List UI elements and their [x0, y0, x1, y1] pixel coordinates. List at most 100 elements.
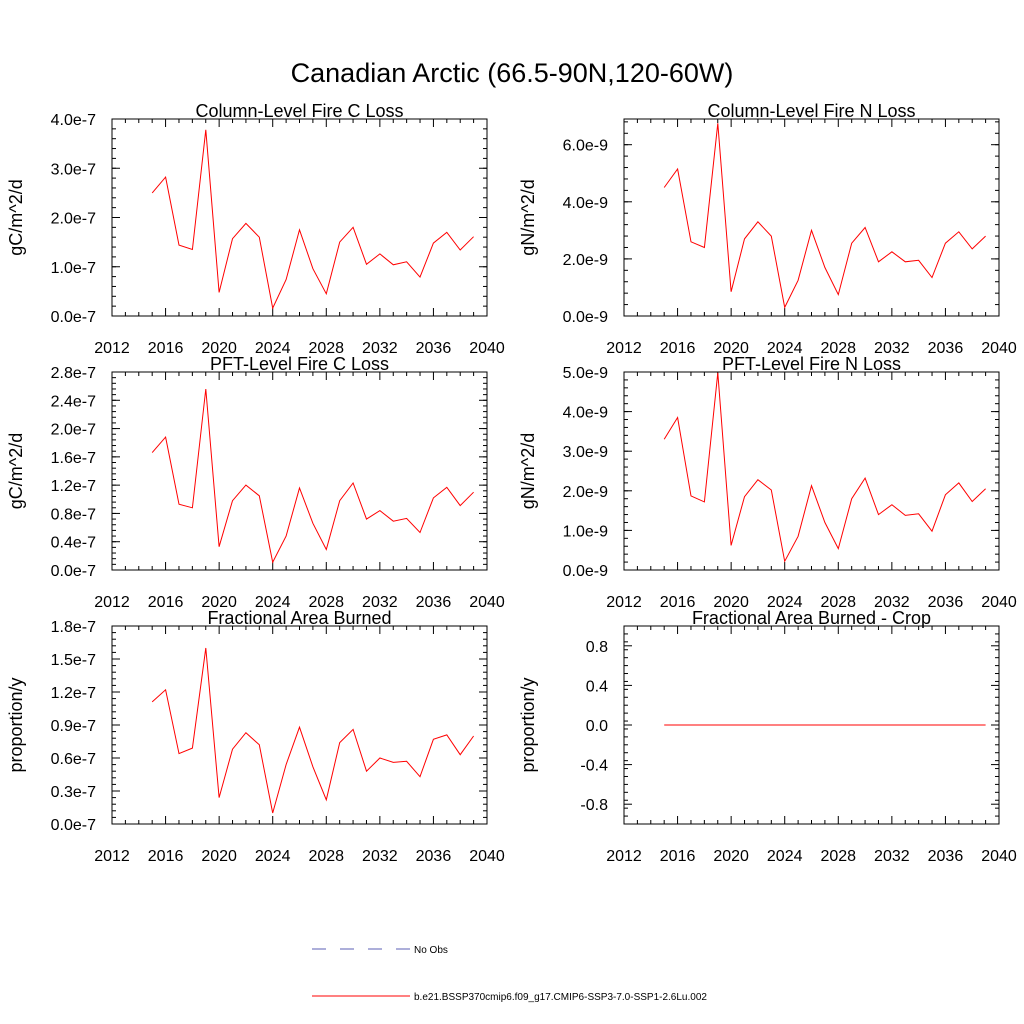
x-tick-label: 2020 [713, 848, 749, 865]
x-tick-label: 2036 [928, 594, 964, 611]
chart-title: PFT-Level Fire N Loss [722, 354, 901, 374]
x-tick-label: 2028 [308, 340, 344, 357]
x-tick-label: 2016 [660, 594, 696, 611]
page-title: Canadian Arctic (66.5-90N,120-60W) [291, 58, 734, 88]
x-tick-label: 2036 [416, 340, 452, 357]
chart-panel-3: PFT-Level Fire C Loss 2012 2016 2020 2024 202… [6, 354, 505, 611]
y-tick-label: 0.0e-9 [563, 563, 608, 580]
x-tick-label: 2012 [94, 340, 130, 357]
x-tick-label: 2024 [767, 848, 803, 865]
x-tick-label: 2040 [981, 340, 1017, 357]
y-tick-label: 3.0e-7 [51, 161, 96, 178]
y-tick-label: 1.0e-7 [51, 260, 96, 277]
y-tick-label: 5.0e-9 [563, 365, 608, 382]
y-tick-label: 0.0e-7 [51, 817, 96, 834]
chart-title: Fractional Area Burned [207, 608, 391, 628]
x-tick-label: 2028 [308, 848, 344, 865]
y-tick-label: 2.0e-7 [51, 422, 96, 439]
y-tick-label: 0.8 [586, 639, 608, 656]
x-tick-label: 2028 [820, 848, 856, 865]
y-tick-label: 0.9e-7 [51, 718, 96, 735]
chart-panel-4: PFT-Level Fire N Loss 2012 2016 2020 2024 202… [518, 354, 1017, 611]
x-tick-label: 2012 [94, 848, 130, 865]
y-axis-label: proportion/y [6, 677, 26, 772]
y-tick-label: 1.8e-7 [51, 619, 96, 636]
series-line [151, 647, 475, 814]
chart-title: Column-Level Fire N Loss [707, 101, 915, 121]
x-tick-label: 2016 [148, 848, 184, 865]
y-tick-label: -0.4 [580, 758, 608, 775]
legend-label-model-run: b.e21.BSSP370cmip6.f09_g17.CMIP6-SSP3-7.… [414, 992, 707, 1003]
series-line [663, 123, 986, 309]
y-tick-label: 0.0e-7 [51, 309, 96, 326]
plot-frame [111, 371, 488, 571]
x-tick-label: 2036 [928, 848, 964, 865]
plot-frame [111, 118, 488, 317]
y-axis-label: gC/m^2/d [6, 433, 26, 509]
chart-panels: Column-Level Fire C Loss 2012 2016 2020 2024… [6, 101, 1017, 865]
y-tick-label: 0.4e-7 [51, 535, 96, 552]
x-tick-label: 2036 [416, 848, 452, 865]
y-tick-label: 1.6e-7 [51, 450, 96, 467]
x-tick-label: 2040 [981, 848, 1017, 865]
x-tick-label: 2040 [469, 340, 505, 357]
y-tick-label: 2.8e-7 [51, 365, 96, 382]
chart-title: Column-Level Fire C Loss [195, 101, 403, 121]
y-tick-label: 4.0e-9 [563, 195, 608, 212]
legend-label-no-obs: No Obs [414, 945, 448, 956]
series-line [663, 372, 986, 563]
y-tick-label: 1.2e-7 [51, 685, 96, 702]
y-axis-label: gC/m^2/d [6, 179, 26, 255]
y-tick-label: 2.0e-9 [563, 484, 608, 501]
x-tick-label: 2028 [820, 340, 856, 357]
y-tick-label: 2.0e-9 [563, 252, 608, 269]
y-tick-label: 1.2e-7 [51, 478, 96, 495]
y-axis-label: gN/m^2/d [518, 179, 538, 255]
y-tick-label: 3.0e-9 [563, 444, 608, 461]
y-tick-label: 0.8e-7 [51, 506, 96, 523]
x-tick-label: 2020 [201, 594, 237, 611]
x-tick-label: 2012 [606, 848, 642, 865]
y-tick-label: 0.0 [586, 718, 608, 735]
y-tick-label: 4.0e-7 [51, 112, 96, 129]
y-axis-label: proportion/y [518, 677, 538, 772]
plot-frame [623, 371, 1000, 571]
y-tick-label: 2.0e-7 [51, 211, 96, 228]
y-tick-label: 1.0e-9 [563, 523, 608, 540]
y-tick-label: 1.5e-7 [51, 652, 96, 669]
x-tick-label: 2012 [606, 594, 642, 611]
x-tick-label: 2020 [713, 340, 749, 357]
plot-frame [623, 118, 1000, 317]
y-tick-label: 0.4 [586, 678, 608, 695]
plot-frame [111, 625, 488, 825]
x-tick-label: 2040 [469, 848, 505, 865]
x-tick-label: 2024 [767, 594, 803, 611]
x-tick-label: 2024 [767, 340, 803, 357]
chart-panel-6: Fractional Area Burned - Crop 2012 2016 202… [518, 608, 1017, 865]
x-tick-label: 2016 [660, 340, 696, 357]
legend: No Obs b.e21.BSSP370cmip6.f09_g17.CMIP6-… [312, 945, 707, 1003]
x-tick-label: 2016 [148, 594, 184, 611]
x-tick-label: 2012 [94, 594, 130, 611]
y-tick-label: 0.0e-9 [563, 309, 608, 326]
x-tick-label: 2040 [981, 594, 1017, 611]
x-tick-label: 2016 [660, 848, 696, 865]
x-tick-label: 2040 [469, 594, 505, 611]
x-tick-label: 2032 [874, 340, 910, 357]
x-tick-label: 2020 [201, 340, 237, 357]
chart-panel-1: Column-Level Fire C Loss 2012 2016 2020 2024… [6, 101, 505, 357]
x-tick-label: 2028 [308, 594, 344, 611]
x-tick-label: 2016 [148, 340, 184, 357]
x-tick-label: 2032 [874, 848, 910, 865]
x-tick-label: 2036 [928, 340, 964, 357]
x-tick-label: 2020 [201, 848, 237, 865]
y-tick-label: 0.6e-7 [51, 751, 96, 768]
x-tick-label: 2032 [362, 594, 398, 611]
y-tick-label: 6.0e-9 [563, 138, 608, 155]
x-tick-label: 2028 [820, 594, 856, 611]
y-tick-label: 2.4e-7 [51, 393, 96, 410]
y-tick-label: 4.0e-9 [563, 405, 608, 422]
chart-panel-5: Fractional Area Burned 2012 2016 2020 2024 20… [6, 608, 505, 865]
series-line [151, 388, 474, 564]
